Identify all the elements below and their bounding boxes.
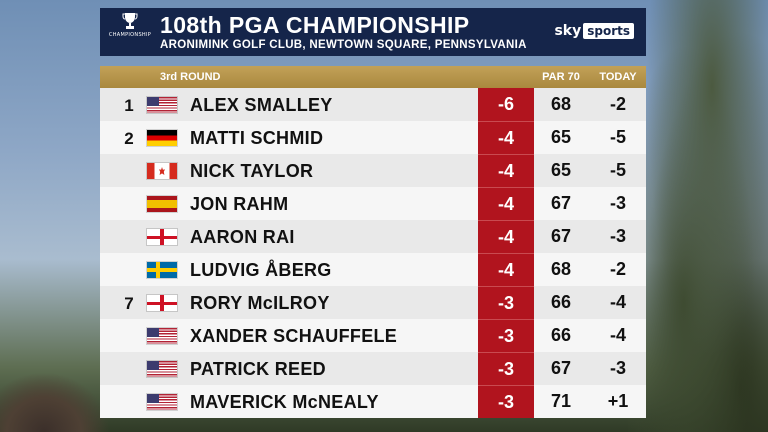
round-label: 3rd ROUND — [160, 71, 221, 83]
leaderboard-row: XANDER SCHAUFFELE -3 66 -4 — [100, 319, 646, 352]
round-score: 67 — [550, 226, 572, 246]
leaderboard-row: AARON RAI -4 67 -3 — [100, 220, 646, 253]
sky-sports-logo: sky sports — [554, 22, 634, 40]
total-score: -3 — [478, 286, 534, 319]
brand-sky: sky — [554, 23, 582, 39]
sweden-flag-icon — [147, 262, 177, 278]
round-score: 66 — [550, 325, 572, 345]
today-score: -3 — [609, 358, 626, 378]
position: 2 — [124, 129, 134, 148]
background-tree-left — [0, 372, 110, 432]
leaderboard-row: MAVERICK McNEALY -3 71 +1 — [100, 385, 646, 418]
trophy-icon — [122, 13, 138, 29]
total-score: -3 — [478, 385, 534, 418]
total-score: -4 — [478, 220, 534, 253]
canada-flag-icon — [147, 163, 177, 179]
round-score: 71 — [550, 391, 572, 411]
total-score: -3 — [478, 319, 534, 352]
today-score: -3 — [609, 226, 626, 246]
event-venue: ARONIMINK GOLF CLUB, NEWTOWN SQUARE, PEN… — [160, 39, 527, 51]
column-header-bar: 3rd ROUND PAR 70 TODAY — [100, 66, 646, 88]
player-name: RORY McILROY — [190, 293, 330, 313]
today-score: -4 — [609, 292, 626, 312]
total-score: -6 — [478, 88, 534, 121]
position: 7 — [124, 294, 134, 313]
round-score: 65 — [550, 127, 572, 147]
position: 1 — [124, 96, 134, 115]
leaderboard-rows: 1 ALEX SMALLEY -6 68 -2 2 MATTI SCHMID -… — [100, 88, 646, 418]
round-score: 65 — [550, 160, 572, 180]
player-name: ALEX SMALLEY — [190, 95, 333, 115]
today-score: -5 — [609, 160, 626, 180]
background-tree-right — [628, 0, 768, 432]
total-score: -4 — [478, 154, 534, 187]
us-flag-icon — [147, 97, 177, 113]
event-title: 108th PGA CHAMPIONSHIP — [160, 12, 470, 38]
player-name: PATRICK REED — [190, 359, 326, 379]
leaderboard-row: PATRICK REED -3 67 -3 — [100, 352, 646, 385]
total-score: -4 — [478, 121, 534, 154]
leaderboard-row: LUDVIG ÅBERG -4 68 -2 — [100, 253, 646, 286]
leaderboard-row: 1 ALEX SMALLEY -6 68 -2 — [100, 88, 646, 121]
us-flag-icon — [147, 361, 177, 377]
round-score: 68 — [550, 94, 572, 114]
round-score: 67 — [550, 193, 572, 213]
round-score: 66 — [550, 292, 572, 312]
total-score: -4 — [478, 187, 534, 220]
us-flag-icon — [147, 394, 177, 410]
today-score: -2 — [609, 259, 626, 279]
par-column-label: PAR 70 — [542, 71, 580, 83]
player-name: MATTI SCHMID — [190, 128, 324, 148]
today-score: +1 — [607, 391, 629, 411]
round-score: 67 — [550, 358, 572, 378]
germany-flag-icon — [147, 130, 177, 146]
round-score: 68 — [550, 259, 572, 279]
spain-flag-icon — [147, 196, 177, 212]
logo-text: CHAMPIONSHIP — [108, 32, 152, 38]
pga-logo: CHAMPIONSHIP — [108, 12, 152, 52]
total-score: -4 — [478, 253, 534, 286]
leaderboard-row: 2 MATTI SCHMID -4 65 -5 — [100, 121, 646, 154]
today-score: -5 — [609, 127, 626, 147]
player-name: AARON RAI — [190, 227, 295, 247]
leaderboard-row: JON RAHM -4 67 -3 — [100, 187, 646, 220]
england-flag-icon — [147, 295, 177, 311]
today-column-label: TODAY — [599, 71, 637, 83]
player-name: JON RAHM — [190, 194, 289, 214]
us-flag-icon — [147, 328, 177, 344]
player-name: NICK TAYLOR — [190, 161, 314, 181]
today-score: -4 — [609, 325, 626, 345]
leaderboard-row: NICK TAYLOR -4 65 -5 — [100, 154, 646, 187]
player-name: XANDER SCHAUFFELE — [190, 326, 398, 346]
england-flag-icon — [147, 229, 177, 245]
player-name: MAVERICK McNEALY — [190, 392, 379, 412]
leaderboard-header: CHAMPIONSHIP 108th PGA CHAMPIONSHIP ARON… — [100, 8, 646, 56]
brand-sports: sports — [583, 23, 634, 39]
player-name: LUDVIG ÅBERG — [190, 260, 332, 280]
total-score: -3 — [478, 352, 534, 385]
today-score: -3 — [609, 193, 626, 213]
leaderboard-row: 7 RORY McILROY -3 66 -4 — [100, 286, 646, 319]
today-score: -2 — [609, 94, 626, 114]
leaderboard-panel: CHAMPIONSHIP 108th PGA CHAMPIONSHIP ARON… — [100, 8, 646, 418]
